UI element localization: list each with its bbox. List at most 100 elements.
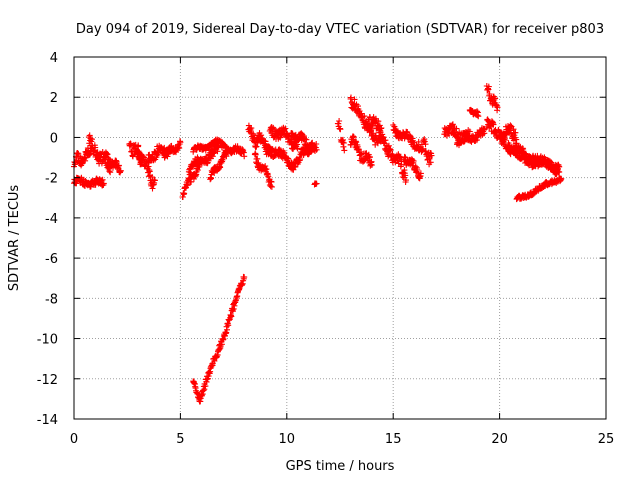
data-point	[340, 139, 347, 146]
y-tick-label: -2	[45, 172, 58, 187]
grid	[74, 57, 606, 419]
data-point	[449, 122, 456, 129]
data-point	[100, 180, 107, 187]
data-point	[82, 157, 89, 164]
data-point	[382, 137, 389, 144]
data-point	[268, 183, 275, 190]
x-tick-label: 20	[491, 432, 508, 447]
data-point	[313, 146, 320, 153]
data-point	[248, 125, 255, 132]
data-point	[351, 96, 358, 103]
y-tick-label: -12	[37, 373, 58, 388]
data-point	[202, 383, 209, 390]
y-tick-label: -14	[37, 413, 58, 428]
data-point	[135, 142, 142, 149]
y-tick-label: -4	[45, 212, 58, 227]
data-point	[230, 305, 237, 312]
data-point	[223, 329, 230, 336]
data-point	[313, 180, 320, 187]
data-point	[502, 137, 509, 144]
data-point	[494, 104, 501, 111]
data-point	[211, 170, 218, 176]
data-point	[113, 158, 120, 165]
data-point	[366, 153, 373, 160]
data-point	[218, 341, 225, 348]
data-point	[188, 178, 195, 185]
data-point	[187, 169, 194, 176]
data-point	[556, 163, 563, 170]
data-point	[303, 136, 310, 143]
y-tick-label: 4	[50, 51, 58, 66]
data-point	[380, 134, 387, 141]
y-tick-labels: -14 -12 -10 -8 -6 -4 -2 0 2 4	[37, 51, 58, 428]
data-point	[313, 141, 320, 147]
data-point	[145, 173, 152, 180]
data-point	[490, 121, 497, 128]
x-tick-label: 25	[598, 432, 615, 447]
ticks	[73, 56, 607, 420]
data-point	[115, 162, 122, 169]
data-point	[92, 144, 99, 151]
data-point	[357, 148, 364, 155]
data-point	[138, 161, 144, 168]
y-tick-label: -8	[45, 292, 58, 307]
y-tick-label: 2	[50, 91, 58, 106]
data-point	[281, 149, 288, 156]
data-point	[412, 163, 419, 170]
data-point	[282, 125, 289, 132]
data-point	[87, 150, 94, 157]
data-point	[241, 274, 248, 281]
data-point	[421, 138, 428, 145]
data-point	[117, 167, 124, 174]
data-point	[203, 379, 210, 385]
data-point	[558, 175, 565, 182]
data-point	[225, 322, 232, 329]
data-point	[422, 141, 429, 148]
data-point	[378, 125, 385, 131]
data-point	[341, 147, 348, 154]
data-point	[241, 153, 248, 160]
data-point	[353, 139, 360, 146]
data-point	[516, 148, 522, 154]
data-point	[340, 136, 346, 143]
plot-frame	[73, 56, 607, 420]
data-point	[402, 172, 409, 179]
data-point	[504, 129, 511, 135]
y-tick-label: -10	[37, 333, 58, 348]
data-point	[500, 136, 507, 143]
data-point	[336, 118, 343, 124]
x-tick-label: 0	[70, 432, 78, 447]
data-point	[99, 176, 106, 183]
data-point	[252, 151, 259, 158]
data-point	[417, 170, 424, 177]
x-tick-label: 10	[279, 432, 296, 447]
data-point	[387, 146, 394, 153]
y-axis-label: SDTVAR / TECUs	[7, 185, 22, 292]
data-point	[253, 143, 260, 150]
data-point	[512, 129, 519, 136]
data-point	[177, 139, 184, 146]
data-point	[473, 137, 480, 144]
data-point	[74, 150, 81, 156]
data-point	[403, 177, 409, 184]
data-point	[486, 91, 493, 97]
data-points	[71, 83, 565, 405]
chart-title: Day 094 of 2019, Sidereal Day-to-day VTE…	[76, 22, 604, 37]
data-point	[453, 125, 460, 132]
x-axis-label: GPS time / hours	[286, 459, 395, 474]
data-point	[217, 164, 224, 171]
data-point	[368, 127, 375, 133]
data-point	[224, 326, 230, 333]
y-tick-label: -6	[45, 252, 58, 267]
data-point	[89, 136, 95, 143]
data-point	[305, 151, 312, 158]
data-point	[269, 125, 276, 132]
data-point	[151, 177, 158, 184]
data-point	[475, 113, 482, 120]
data-point	[107, 169, 114, 176]
data-point	[337, 126, 344, 133]
data-point	[184, 182, 191, 189]
data-point	[415, 138, 422, 145]
data-point	[361, 113, 368, 119]
